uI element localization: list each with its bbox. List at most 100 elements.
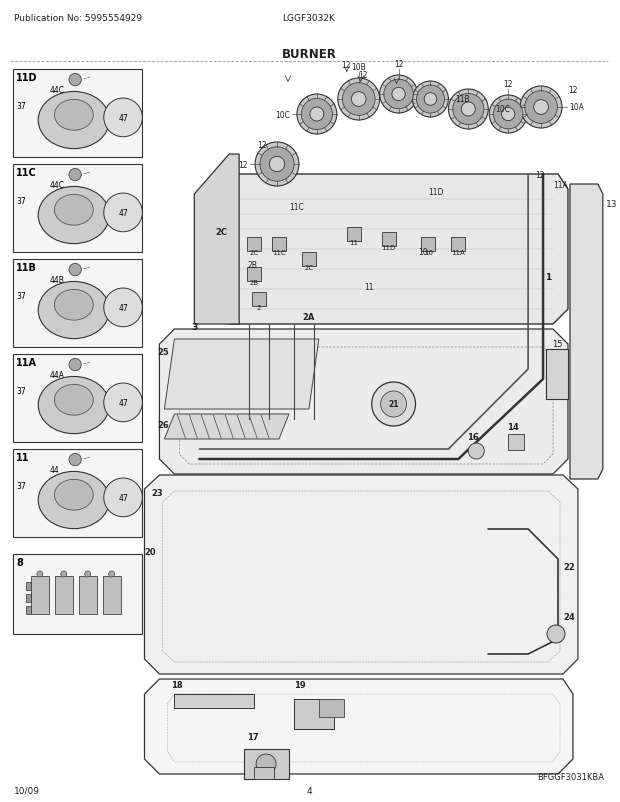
Text: 44C: 44C <box>49 86 64 95</box>
Circle shape <box>310 107 324 122</box>
Text: 44B: 44B <box>49 276 64 285</box>
Circle shape <box>301 99 332 131</box>
Text: 1: 1 <box>545 273 551 282</box>
Text: 37: 37 <box>16 482 25 491</box>
Text: 10/09: 10/09 <box>14 786 40 795</box>
Ellipse shape <box>55 290 93 321</box>
Bar <box>254 767 274 779</box>
Text: 10: 10 <box>424 249 433 256</box>
Text: 12: 12 <box>503 80 513 89</box>
Circle shape <box>525 91 557 124</box>
Text: 11A: 11A <box>451 249 465 256</box>
Bar <box>174 695 254 708</box>
Circle shape <box>392 88 405 102</box>
Text: Publication No: 5995554929: Publication No: 5995554929 <box>14 14 142 23</box>
Text: 11: 11 <box>364 282 373 292</box>
Bar <box>13 260 143 347</box>
Text: 18: 18 <box>171 680 183 689</box>
Text: 10A: 10A <box>569 103 584 112</box>
Text: 11A: 11A <box>553 180 568 190</box>
Circle shape <box>384 80 414 110</box>
Circle shape <box>412 82 448 118</box>
Circle shape <box>255 143 299 187</box>
Text: 2A: 2A <box>303 313 315 322</box>
Text: 24: 24 <box>563 612 575 622</box>
Text: 47: 47 <box>118 209 128 217</box>
Ellipse shape <box>55 480 93 511</box>
Text: 2C: 2C <box>215 228 228 237</box>
Text: BFGGF3031KBA: BFGGF3031KBA <box>537 772 604 781</box>
Circle shape <box>85 571 91 577</box>
Circle shape <box>104 194 143 233</box>
Text: 11D: 11D <box>16 73 37 83</box>
Polygon shape <box>144 679 573 774</box>
Ellipse shape <box>38 282 110 339</box>
Text: 47: 47 <box>118 399 128 407</box>
Bar <box>247 268 261 282</box>
Circle shape <box>381 391 407 418</box>
Circle shape <box>520 87 562 129</box>
Circle shape <box>104 99 143 138</box>
Ellipse shape <box>38 472 110 529</box>
Text: 21: 21 <box>388 400 399 409</box>
Text: 10C: 10C <box>495 105 510 115</box>
Circle shape <box>108 571 115 577</box>
Text: 12: 12 <box>239 160 248 169</box>
Text: 4: 4 <box>306 786 312 795</box>
Bar <box>26 606 31 614</box>
Text: 25: 25 <box>157 347 169 357</box>
Text: 11A: 11A <box>16 358 37 367</box>
Text: 2B: 2B <box>249 280 259 286</box>
Text: 23: 23 <box>152 488 164 497</box>
Bar <box>422 237 435 252</box>
Bar <box>319 699 343 717</box>
Bar <box>13 70 143 158</box>
Bar <box>31 577 49 614</box>
Bar <box>26 582 31 590</box>
Text: 12: 12 <box>535 171 545 180</box>
Circle shape <box>342 83 375 116</box>
Bar <box>13 449 143 537</box>
Text: 47: 47 <box>118 493 128 502</box>
Circle shape <box>297 95 337 135</box>
Circle shape <box>69 359 81 371</box>
Text: 26: 26 <box>157 420 169 429</box>
Text: 47: 47 <box>118 114 128 123</box>
Circle shape <box>453 95 484 125</box>
Text: LGGF3032K: LGGF3032K <box>283 14 335 23</box>
Bar <box>272 237 286 252</box>
Polygon shape <box>164 339 319 410</box>
Text: 11C: 11C <box>16 168 37 178</box>
Bar <box>252 293 266 306</box>
Text: 19: 19 <box>294 680 306 689</box>
Text: 11B: 11B <box>16 263 37 273</box>
Bar <box>103 577 120 614</box>
Text: 11: 11 <box>349 240 358 245</box>
Circle shape <box>417 86 445 114</box>
Circle shape <box>104 289 143 327</box>
Bar <box>244 749 289 779</box>
Polygon shape <box>164 415 289 439</box>
Ellipse shape <box>38 92 110 149</box>
Text: 16: 16 <box>467 432 479 441</box>
Text: 12: 12 <box>341 61 350 70</box>
Text: 12: 12 <box>568 86 578 95</box>
Circle shape <box>256 754 276 774</box>
Circle shape <box>338 79 379 121</box>
Text: 14: 14 <box>507 423 519 431</box>
Circle shape <box>494 100 523 130</box>
Polygon shape <box>570 184 603 480</box>
Ellipse shape <box>55 100 93 131</box>
Polygon shape <box>199 175 568 325</box>
Bar <box>13 354 143 443</box>
Text: 2B: 2B <box>247 261 257 269</box>
Circle shape <box>69 169 81 181</box>
Text: 12: 12 <box>358 71 368 80</box>
Text: 11: 11 <box>16 452 29 463</box>
Circle shape <box>468 444 484 460</box>
Text: 17: 17 <box>247 732 259 741</box>
Text: 37: 37 <box>16 103 25 111</box>
Text: 15: 15 <box>552 339 562 349</box>
Text: 10B: 10B <box>352 63 366 72</box>
Text: 20: 20 <box>145 547 156 557</box>
